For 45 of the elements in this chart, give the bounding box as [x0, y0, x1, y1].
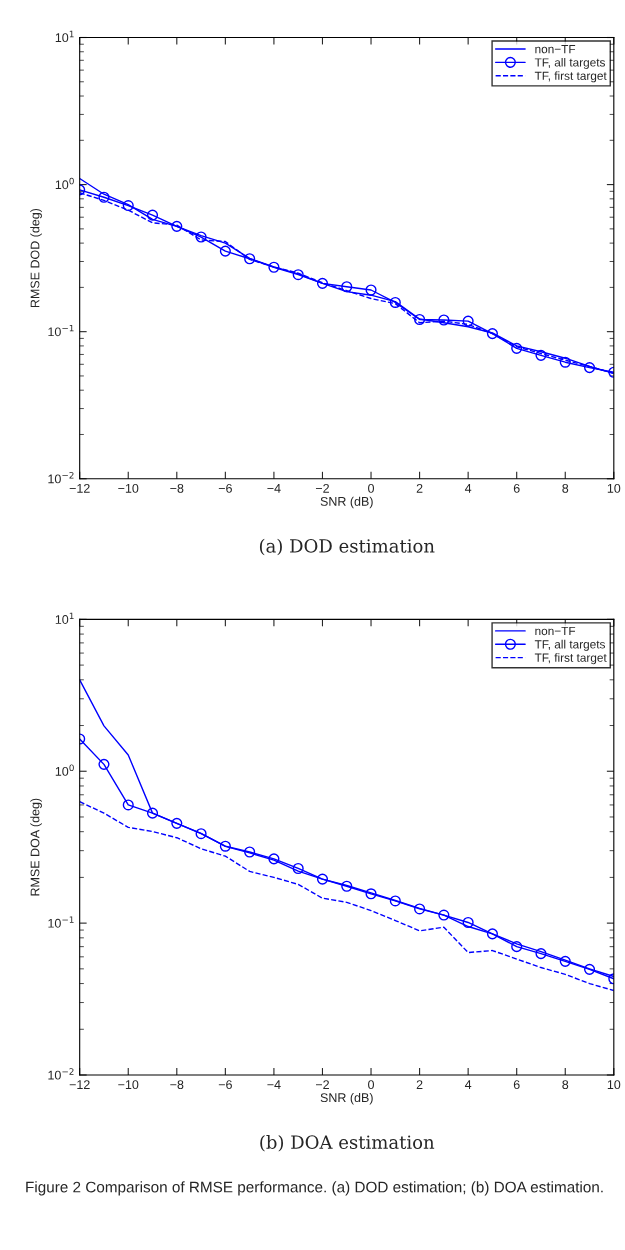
- y-tick-label: 10$^{1}$: [55, 30, 74, 43]
- legend-label: TF, all targets: [534, 639, 606, 651]
- caption: Figure 2 Comparison of RMSE performance. (a) DOD estimation; (b) DOA estimation.: [26, 1181, 603, 1196]
- x-tick-label: 2: [416, 483, 423, 493]
- x-tick-label: 10: [607, 1080, 621, 1090]
- x-tick-label: −10: [118, 1080, 139, 1090]
- x-tick-label: 10: [607, 483, 621, 493]
- y-tick-label: 10$^{0}$: [55, 177, 74, 190]
- text: (b) DOA estimation: [260, 1135, 435, 1152]
- x-tick-label: 2: [416, 1080, 423, 1089]
- x-tick-label: 6: [513, 1080, 520, 1090]
- y-tick-label: 10$^{−1}$: [48, 324, 74, 337]
- legend-label: TF, all targets: [534, 57, 606, 69]
- legend-label: non−TF: [535, 45, 576, 54]
- y-tick-label: 10$^{−2}$: [48, 471, 74, 484]
- x-tick-label: −12: [69, 1080, 90, 1089]
- x-tick-label: 0: [368, 483, 375, 493]
- x-tick-label: −8: [170, 1080, 184, 1090]
- x-tick-label: −6: [218, 1080, 232, 1090]
- x-tick-label: 4: [464, 484, 472, 493]
- x-axis-title: SNR (dB): [320, 1092, 373, 1105]
- y-tick-label: 10$^{1}$: [55, 612, 74, 624]
- x-tick-label: 8: [562, 1080, 569, 1090]
- y-tick-label: 10$^{−2}$: [48, 1068, 74, 1080]
- legend-label: TF, first target: [534, 653, 607, 665]
- legend-label: TF, first target: [534, 71, 607, 83]
- x-tick-label: 0: [368, 1080, 375, 1090]
- y-axis-title: RMSE DOD (deg): [30, 208, 42, 308]
- x-tick-label: −12: [69, 483, 90, 493]
- x-tick-label: −4: [267, 1080, 281, 1089]
- y-tick-label: 10$^{−1}$: [48, 916, 74, 928]
- x-tick-label: 6: [513, 483, 520, 493]
- x-tick-label: −10: [118, 483, 139, 493]
- x-tick-label: 8: [562, 483, 569, 493]
- x-tick-label: −6: [218, 483, 232, 493]
- legend-label: non−TF: [535, 626, 576, 636]
- x-tick-label: −2: [315, 1080, 329, 1089]
- x-tick-label: −2: [315, 483, 329, 493]
- text: (a) DOD estimation: [259, 538, 435, 556]
- x-tick-label: −8: [170, 483, 184, 493]
- y-tick-label: 10$^{0}$: [55, 764, 74, 776]
- x-axis-title: SNR (dB): [320, 496, 373, 509]
- x-tick-label: 4: [464, 1080, 472, 1089]
- x-tick-label: −4: [267, 484, 281, 493]
- y-axis-title: RMSE DOA (deg): [30, 798, 42, 896]
